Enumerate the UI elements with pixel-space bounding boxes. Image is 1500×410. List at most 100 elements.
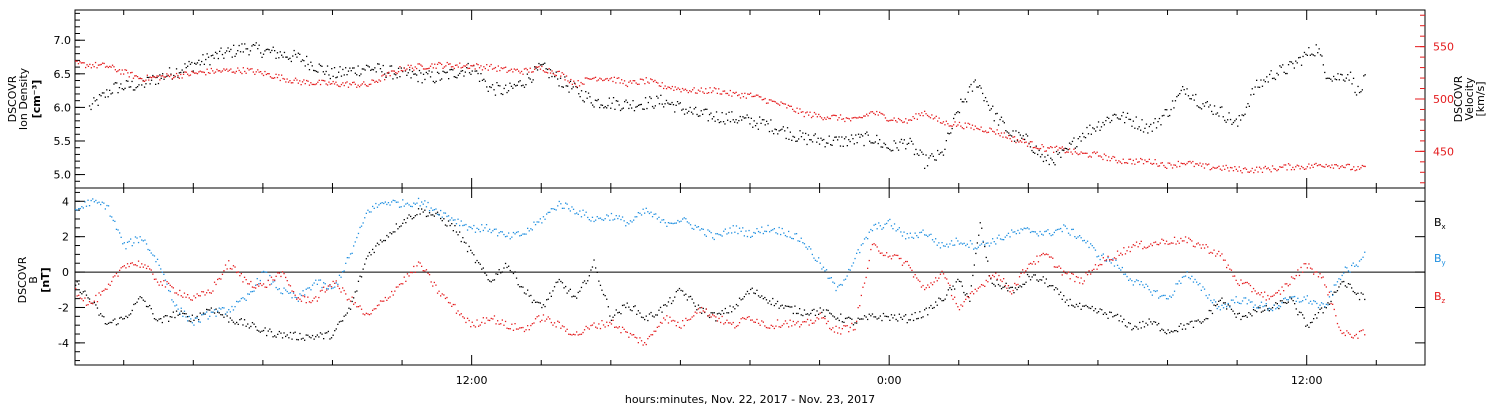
velocity-point (850, 120, 852, 122)
bz-point (1112, 259, 1114, 261)
by-point (479, 231, 481, 233)
bz-point (512, 329, 515, 331)
bx-point (963, 291, 965, 294)
density-point (414, 73, 416, 75)
density-point (789, 131, 791, 133)
by-point (207, 318, 209, 320)
bx-point (1181, 328, 1184, 330)
density-point (860, 133, 862, 136)
bz-point (909, 267, 911, 269)
bx-point (302, 337, 304, 339)
velocity-point (116, 71, 118, 73)
velocity-point (660, 85, 662, 87)
bx-point (993, 283, 995, 286)
density-point (728, 111, 730, 113)
bz-point (1347, 332, 1350, 334)
velocity-point (1293, 168, 1295, 171)
bz-point (245, 279, 247, 281)
by-point (976, 248, 978, 250)
bz-point (549, 318, 551, 320)
by-point (757, 230, 760, 233)
velocity-point (616, 77, 618, 79)
velocity-point (390, 70, 393, 72)
by-point (376, 206, 379, 208)
bz-point (569, 333, 571, 336)
by-point (715, 233, 717, 235)
bx-point (856, 322, 858, 324)
velocity-point (899, 119, 901, 121)
density-point (1315, 44, 1317, 46)
by-point (182, 315, 184, 317)
velocity-point (1271, 165, 1274, 167)
velocity-point (1011, 140, 1013, 142)
density-point (820, 137, 822, 139)
bz-point (1211, 252, 1214, 254)
field-tick-label: -2 (58, 301, 69, 314)
velocity-point (106, 65, 108, 67)
by-point (92, 198, 94, 200)
bz-point (1083, 280, 1085, 282)
bx-point (1333, 291, 1335, 293)
density-point (459, 72, 461, 75)
by-point (1159, 295, 1161, 298)
bz-point (117, 275, 119, 277)
density-point (207, 56, 210, 58)
by-point (678, 221, 681, 223)
density-point (496, 82, 498, 84)
velocity-point (741, 92, 743, 95)
density-point (752, 126, 754, 128)
bz-point (478, 325, 480, 327)
bz-point (1192, 245, 1195, 247)
density-point (512, 87, 514, 89)
bz-point (531, 323, 533, 325)
density-label-line3: [cm⁻³] (30, 80, 43, 119)
density-point (849, 140, 851, 143)
density-point (453, 76, 455, 78)
bx-point (794, 305, 796, 307)
velocity-point (404, 69, 407, 71)
bx-point (833, 316, 836, 318)
density-point (665, 99, 668, 102)
velocity-point (207, 72, 210, 74)
bz-point (829, 327, 831, 330)
velocity-point (615, 82, 617, 84)
velocity-point (226, 68, 228, 70)
velocity-point (486, 64, 488, 66)
velocity-point (267, 73, 269, 75)
velocity-point (1158, 165, 1161, 167)
by-point (852, 262, 855, 264)
bz-point (1061, 274, 1063, 276)
density-point (731, 111, 733, 113)
density-point (420, 72, 422, 74)
by-point (1110, 262, 1112, 264)
by-point (425, 206, 428, 208)
velocity-point (413, 69, 415, 71)
by-point (633, 219, 635, 221)
bx-point (343, 315, 345, 317)
velocity-point (902, 121, 904, 124)
velocity-point (438, 61, 440, 64)
velocity-point (1076, 152, 1078, 154)
by-point (463, 224, 465, 226)
bz-point (1302, 271, 1304, 273)
velocity-point (818, 113, 820, 116)
velocity-point (1199, 162, 1201, 164)
density-point (1319, 54, 1322, 56)
bz-point (968, 297, 970, 299)
bz-point (310, 301, 312, 304)
by-point (555, 209, 557, 211)
velocity-point (681, 87, 684, 90)
velocity-point (239, 71, 242, 73)
by-point (1196, 281, 1198, 283)
velocity-point (432, 67, 434, 69)
bz-point (1330, 302, 1332, 305)
velocity-point (353, 81, 355, 83)
by-point (961, 243, 964, 245)
velocity-point (684, 88, 687, 90)
bz-point (571, 334, 573, 336)
by-point (1276, 306, 1278, 309)
bz-point (1260, 292, 1263, 294)
bx-point (501, 271, 503, 273)
density-point (558, 85, 560, 87)
bz-point (493, 315, 496, 317)
